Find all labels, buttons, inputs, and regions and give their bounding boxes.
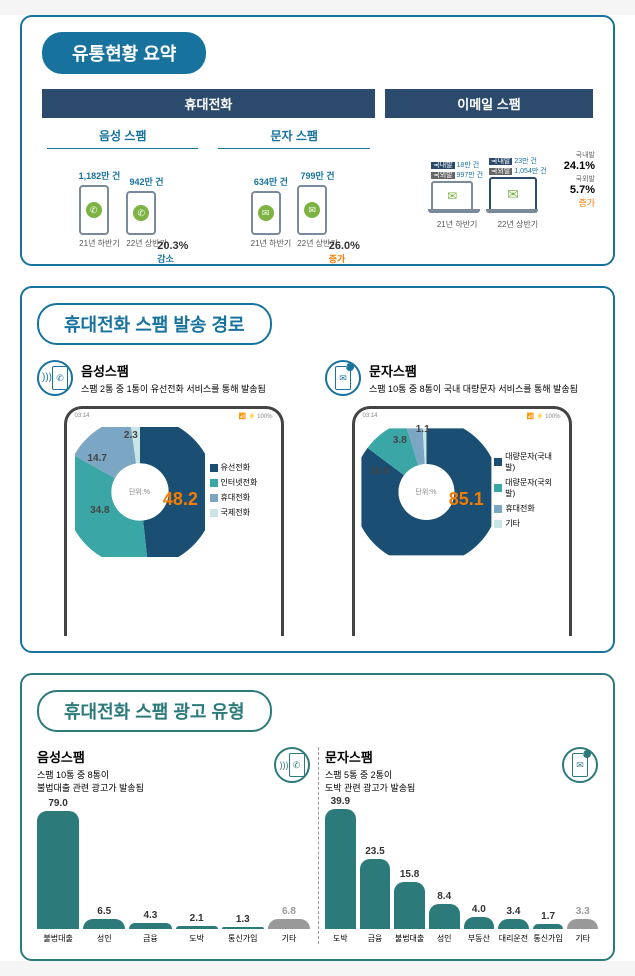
- status-time: 03:14: [75, 413, 90, 420]
- phone-icon: ✆: [137, 208, 145, 219]
- voice-legend: 유선전화인터넷전화휴대전화국제전화: [210, 462, 258, 522]
- message-icon: ✉: [308, 205, 316, 216]
- section-summary: 유통현황 요약 휴대전화 음성 스팸 1,182만 건 ✆ 21년 하반기: [20, 15, 615, 266]
- voice-compare: 1,182만 건 ✆ 21년 하반기 942만 건 ✆ 22년 상반기 20.3…: [42, 159, 203, 249]
- wave-icon: ))): [280, 760, 289, 770]
- email-compare: 국내발 18만 건 국외발 997만 건 ✉ 21년 하반기 국내발 23만 건…: [385, 140, 593, 230]
- voice-route: )))✆ 음성스팸 스팸 2통 중 1통이 유선전화 서비스를 통해 발송됨 0…: [37, 360, 310, 636]
- infographic: 유통현황 요약 휴대전화 음성 스팸 1,182만 건 ✆ 21년 하반기: [0, 15, 635, 961]
- section-routes: 휴대전화 스팸 발송 경로 )))✆ 음성스팸 스팸 2통 중 1통이 유선전화…: [20, 286, 615, 653]
- voice-donut-chart: 단위:% 48.234.814.72.3: [75, 427, 205, 557]
- envelope-icon: ✉: [507, 186, 519, 203]
- phone-header: 휴대전화: [42, 89, 375, 118]
- phone-icon: ✆: [289, 753, 305, 777]
- email-header: 이메일 스팸: [385, 89, 593, 118]
- text-spam-title: 문자 스팸: [218, 123, 369, 149]
- phone-icon: ✆: [52, 366, 68, 390]
- phone-msg-icon: ✉!: [572, 753, 588, 777]
- phone-icon: ✆: [90, 205, 98, 216]
- text-route: ✉! 문자스팸 스팸 10통 중 8통이 국내 대량문자 서비스를 통해 발송됨…: [325, 360, 598, 636]
- wave-icon: ))): [42, 376, 52, 380]
- section3-title: 휴대전화 스팸 광고 유형: [37, 690, 272, 732]
- voice-adtype: 음성스팸 스팸 10통 중 8통이 불법대출 관련 광고가 발송됨 )))✆ 7…: [37, 747, 310, 944]
- envelope-icon: ✉: [447, 189, 457, 203]
- voice-spam-title: 음성 스팸: [47, 123, 198, 149]
- voice-bar-chart: 79.0불법대출6.5성인4.3금융2.1도박1.3통신가입6.8기타: [37, 804, 310, 944]
- text-legend: 대량문자(국내발)대량문자(국외발)휴대전화기타: [494, 451, 560, 533]
- section-adtypes: 휴대전화 스팸 광고 유형 음성스팸 스팸 10통 중 8통이 불법대출 관련 …: [20, 673, 615, 961]
- text-adtype: 문자스팸 스팸 5통 중 2통이 도박 관련 광고가 발송됨 ✉! 39.9도박…: [325, 747, 598, 944]
- status-battery: 📶 ⚡ 100%: [239, 413, 273, 420]
- phone-msg-icon: ✉!: [335, 366, 351, 390]
- section1-title: 유통현황 요약: [42, 32, 206, 74]
- message-icon: ✉: [262, 208, 270, 219]
- text-bar-chart: 39.9도박23.5금융15.8불법대출8.4성인4.0부동산3.4대리운전1.…: [325, 804, 598, 944]
- status-time: 03:14: [363, 413, 378, 420]
- text-donut-chart: 단위:% 85.110.03.81.1: [363, 427, 490, 557]
- text-compare: 634만 건 ✉ 21년 하반기 799만 건 ✉ 22년 상반기 26.0%증…: [213, 159, 374, 249]
- section2-title: 휴대전화 스팸 발송 경로: [37, 303, 272, 345]
- status-battery: 📶 ⚡ 100%: [527, 413, 561, 420]
